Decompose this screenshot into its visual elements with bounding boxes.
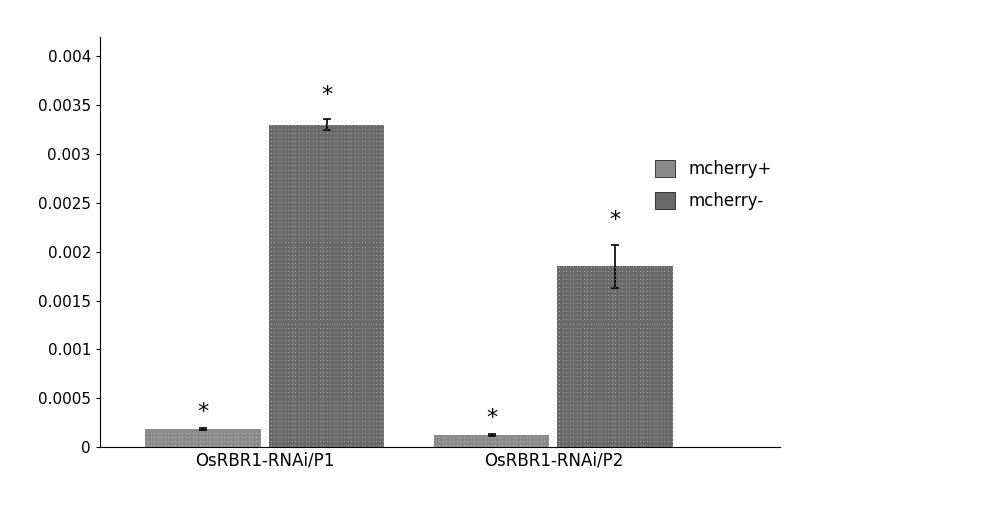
Text: *: * (610, 210, 621, 230)
Text: *: * (486, 408, 497, 428)
Text: *: * (321, 85, 332, 105)
Bar (434, 435, 549, 447)
Bar (145, 429, 261, 447)
Bar (557, 266, 673, 447)
Bar (269, 125, 384, 447)
Text: *: * (197, 402, 209, 422)
Legend: mcherry+, mcherry-: mcherry+, mcherry- (655, 160, 772, 210)
